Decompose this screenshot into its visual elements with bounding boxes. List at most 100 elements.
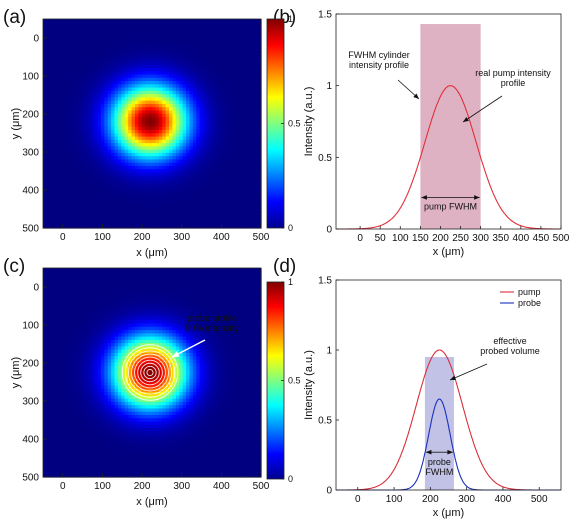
heatmap-cell — [60, 388, 65, 393]
heatmap-cell — [148, 113, 153, 118]
heatmap-cell — [111, 25, 116, 30]
heatmap-cell — [199, 120, 204, 125]
heatmap-cell — [233, 139, 238, 144]
heatmap-cell — [155, 110, 160, 115]
heatmap-cell — [60, 424, 65, 429]
heatmap-cell — [114, 192, 119, 196]
heatmap-cell — [56, 467, 61, 472]
heatmap-cell — [169, 175, 174, 180]
heatmap-cell — [206, 87, 211, 92]
heatmap-cell — [80, 369, 85, 374]
heatmap-cell — [175, 81, 180, 85]
heatmap-cell — [152, 90, 157, 95]
heatmap-cell — [243, 224, 248, 229]
heatmap-cell — [100, 195, 105, 200]
heatmap-cell — [90, 146, 95, 151]
heatmap-cell — [97, 77, 102, 82]
heatmap-cell — [107, 224, 112, 229]
heatmap-cell — [104, 48, 109, 53]
heatmap-cell — [80, 343, 85, 347]
heatmap-cell — [237, 54, 242, 59]
heatmap-cell — [63, 126, 68, 131]
heatmap-cell — [114, 87, 119, 92]
heatmap-cell — [73, 411, 78, 416]
heatmap-cell — [66, 179, 71, 183]
heatmap-cell — [230, 71, 235, 76]
heatmap-cell — [90, 81, 95, 85]
heatmap-cell — [90, 185, 95, 190]
heatmap-cell — [175, 192, 180, 196]
heatmap-cell — [189, 77, 194, 82]
heatmap-cell — [162, 51, 167, 56]
heatmap-cell — [257, 19, 262, 23]
heatmap-cell — [141, 61, 146, 66]
heatmap-cell — [77, 162, 82, 167]
heatmap-cell — [80, 165, 85, 170]
heatmap-cell — [179, 32, 184, 36]
heatmap-cell — [138, 211, 143, 216]
heatmap-cell — [63, 28, 68, 33]
heatmap-cell — [43, 385, 48, 390]
heatmap-cell — [243, 120, 248, 125]
heatmap-cell — [237, 35, 242, 40]
heatmap-cell — [46, 172, 51, 177]
heatmap-cell — [49, 454, 54, 459]
heatmap-cell — [175, 71, 180, 76]
heatmap-cell — [97, 159, 102, 164]
heatmap-cell — [73, 437, 78, 442]
heatmap-cell — [148, 25, 153, 30]
heatmap-cell — [138, 123, 143, 128]
heatmap-cell — [155, 198, 160, 203]
heatmap-cell — [114, 64, 119, 69]
heatmap-cell — [94, 211, 99, 216]
heatmap-cell — [182, 90, 187, 95]
heatmap-cell — [56, 45, 61, 49]
heatmap-cell — [213, 139, 218, 144]
heatmap-cell — [63, 333, 68, 338]
heatmap-cell — [230, 123, 235, 128]
heatmap-cell — [80, 97, 85, 102]
heatmap-cell — [63, 369, 68, 374]
heatmap-cell — [87, 133, 92, 138]
heatmap-cell — [128, 208, 133, 213]
heatmap-cell — [172, 143, 177, 147]
heatmap-cell — [250, 192, 255, 196]
heatmap-cell — [199, 195, 204, 200]
heatmap-cell — [49, 379, 54, 383]
heatmap-cell — [169, 54, 174, 59]
heatmap-cell — [70, 38, 75, 43]
heatmap-cell — [216, 201, 221, 206]
heatmap-cell — [97, 188, 102, 193]
heatmap-cell — [80, 19, 85, 23]
heatmap-cell — [49, 330, 54, 334]
heatmap-cell — [134, 107, 139, 112]
heatmap-cell — [186, 45, 191, 49]
heatmap-cell — [66, 81, 71, 85]
heatmap-cell — [104, 221, 109, 226]
heatmap-cell — [60, 22, 65, 27]
heatmap-cell — [128, 64, 133, 69]
heatmap-cell — [87, 165, 92, 170]
heatmap-cell — [53, 179, 58, 183]
heatmap-cell — [233, 146, 238, 151]
heatmap-cell — [186, 32, 191, 36]
heatmap-cell — [77, 28, 82, 33]
heatmap-cell — [100, 175, 105, 180]
heatmap-cell — [165, 32, 170, 36]
heatmap-cell — [104, 143, 109, 147]
heatmap-cell — [257, 61, 262, 66]
heatmap-cell — [240, 188, 245, 193]
heatmap-cell — [131, 208, 136, 213]
heatmap-cell — [250, 185, 255, 190]
heatmap-cell — [97, 116, 102, 121]
heatmap-cell — [53, 447, 58, 452]
heatmap-cell — [56, 90, 61, 95]
heatmap-cell — [230, 221, 235, 226]
heatmap-cell — [141, 123, 146, 128]
heatmap-cell — [46, 411, 51, 416]
heatmap-cell — [66, 405, 71, 410]
heatmap-cell — [141, 192, 146, 196]
heatmap-cell — [63, 19, 68, 23]
heatmap-cell — [124, 182, 129, 187]
heatmap-cell — [121, 61, 126, 66]
